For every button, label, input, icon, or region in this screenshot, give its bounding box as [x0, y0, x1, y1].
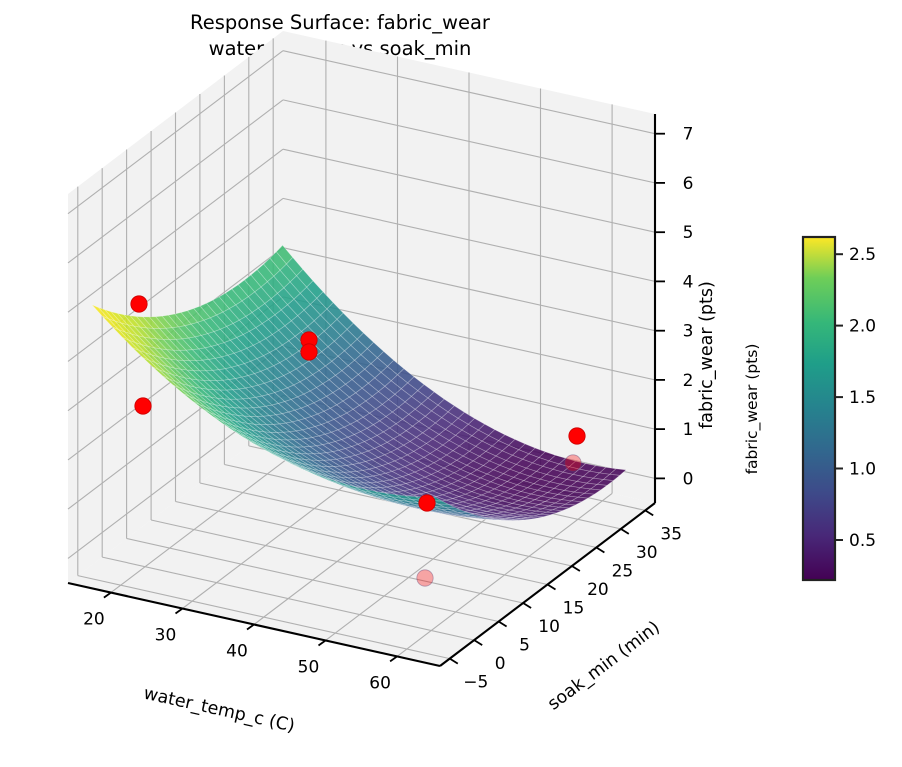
scatter-point [564, 454, 582, 472]
tick-label: 60 [369, 673, 391, 693]
scatter-point [416, 569, 434, 587]
colorbar-tick-label: 1.5 [849, 388, 876, 408]
tick-label: 40 [226, 642, 248, 662]
tick-label: 4 [683, 272, 694, 292]
z-axis-title: fabric_wear (pts) [697, 281, 717, 429]
scatter-point [134, 397, 152, 415]
tick-label: 20 [587, 580, 609, 600]
scatter-point [130, 295, 148, 313]
colorbar-tick-label: 2.5 [849, 245, 876, 265]
y-axis-title: soak_min (min) [544, 618, 664, 715]
response-surface [91, 244, 627, 521]
tick-label: −5 [463, 673, 488, 693]
tick-label: 15 [563, 599, 585, 619]
colorbar-title: fabric_wear (pts) [743, 344, 762, 475]
tick-label: 0 [683, 469, 694, 489]
tick-label: 30 [636, 543, 658, 563]
x-axis-title: water_temp_c (C) [142, 684, 297, 737]
tick-label: 5 [683, 223, 694, 243]
tick-label: 7 [683, 125, 694, 145]
colorbar-tick-label: 1.0 [849, 460, 876, 480]
tick-label: 3 [683, 322, 694, 342]
tick-label: 10 [538, 617, 560, 637]
colorbar-ticks: 0.5 1.0 1.5 2.0 2.5 [835, 245, 876, 551]
axis-lines [67, 114, 665, 668]
tick-label: 1 [683, 420, 694, 440]
colorbar-tick-label: 2.0 [849, 317, 876, 337]
scatter-point [568, 427, 586, 445]
scatter-point [418, 494, 436, 512]
tick-label: 0 [495, 654, 506, 674]
scatter-point [300, 343, 318, 361]
colorbar-gradient [801, 235, 837, 582]
tick-label: 2 [683, 371, 694, 391]
scatter-points [130, 295, 586, 587]
colorbar: 0.5 1.0 1.5 2.0 2.5 fabric_wear (pts) [743, 235, 876, 582]
tick-label: 50 [298, 658, 320, 678]
tick-label: 20 [83, 610, 105, 630]
tick-label: 6 [683, 174, 694, 194]
tick-label: 25 [612, 562, 634, 582]
tick-label: 30 [155, 626, 177, 646]
tick-label: 5 [519, 636, 530, 656]
colorbar-tick-label: 0.5 [849, 531, 876, 551]
tick-label: 35 [660, 524, 682, 544]
